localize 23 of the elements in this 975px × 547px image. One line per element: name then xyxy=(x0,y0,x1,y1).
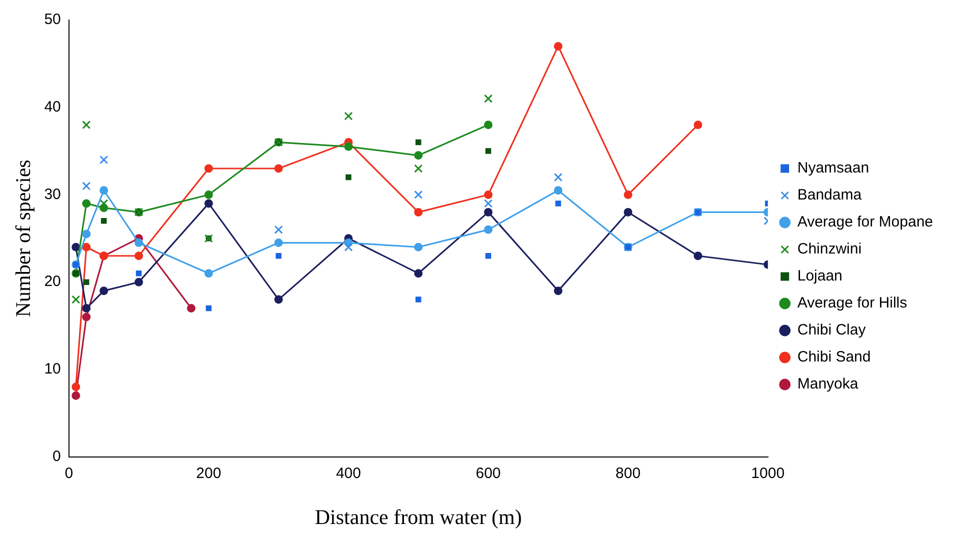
x-axis-title: Distance from water (m) xyxy=(314,504,522,529)
y-tick-label: 50 xyxy=(44,11,61,28)
y-tick-label: 10 xyxy=(44,360,61,378)
x-tick-label: 800 xyxy=(616,464,641,482)
x-tick-label: 600 xyxy=(476,464,501,482)
legend-label: Manyoka xyxy=(797,376,859,393)
y-tick-label: 30 xyxy=(44,186,61,203)
x-tick-label: 200 xyxy=(196,464,222,482)
legend-label: Average for Hills xyxy=(797,294,908,312)
legend-label: Lojaan xyxy=(797,268,842,285)
x-tick-label: 400 xyxy=(336,464,361,482)
y-tick-label: 20 xyxy=(44,273,61,290)
legend-label: Chibi Clay xyxy=(797,322,866,339)
legend-label: Bandama xyxy=(797,186,862,204)
x-tick-label: 1000 xyxy=(751,464,785,482)
legend-label: Average for Mopane xyxy=(797,214,934,231)
y-tick-label: 40 xyxy=(44,98,61,116)
y-tick-label: 0 xyxy=(52,448,61,465)
legend-label: Chibi Sand xyxy=(797,348,871,366)
y-axis-title: Number of species xyxy=(11,160,36,318)
legend-label: Nyamsaan xyxy=(797,160,870,177)
x-tick-label: 0 xyxy=(64,464,74,482)
legend-label: Chinzwini xyxy=(797,240,862,258)
